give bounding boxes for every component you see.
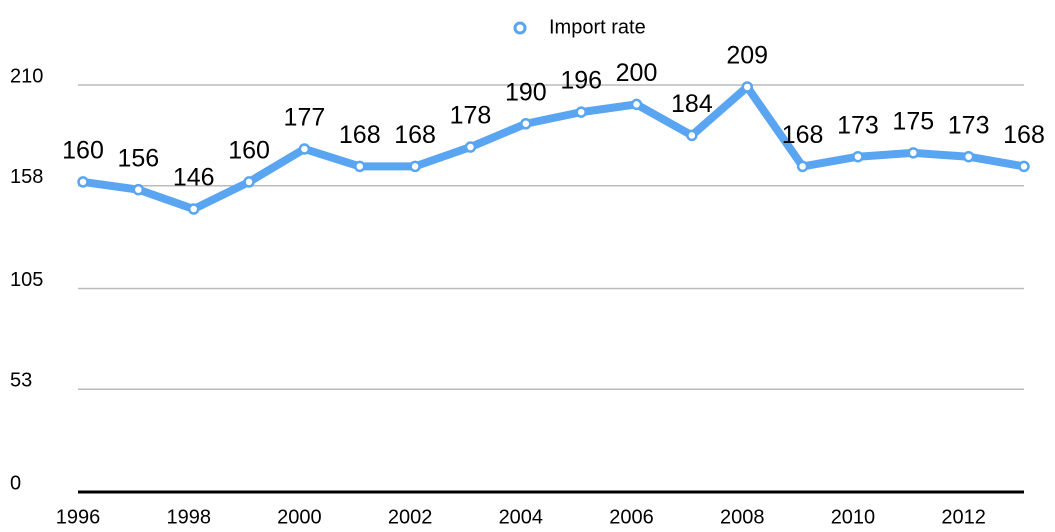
data-label: 146 — [173, 164, 215, 192]
x-tick-label: 2010 — [831, 506, 876, 528]
point — [132, 183, 145, 196]
data-label: 178 — [450, 102, 492, 130]
point — [187, 203, 200, 215]
x-tick-label: 2006 — [609, 506, 654, 528]
point — [464, 141, 477, 153]
point — [354, 160, 366, 173]
data-label: 168 — [782, 121, 824, 149]
point — [243, 176, 255, 188]
point — [852, 150, 864, 163]
y-tick-label: 210 — [10, 65, 43, 87]
data-label: 168 — [339, 121, 381, 149]
legend-label: Import rate — [549, 16, 646, 38]
data-label: 175 — [892, 107, 934, 135]
y-tick-label: 53 — [10, 370, 32, 392]
x-tick-label: 1996 — [56, 506, 101, 528]
y-tick-label: 0 — [10, 472, 21, 494]
x-tick-label: 2000 — [277, 506, 322, 528]
data-label: 177 — [284, 104, 326, 132]
data-label: 156 — [117, 144, 159, 172]
point — [630, 98, 643, 111]
data-label: 196 — [560, 67, 602, 95]
series-line — [82, 82, 1025, 214]
x-tick-label: 2002 — [388, 506, 433, 528]
y-tick-label: 158 — [10, 166, 43, 188]
legend-marker — [513, 21, 527, 35]
point — [575, 106, 587, 118]
point — [520, 118, 532, 130]
data-label: 184 — [671, 90, 713, 118]
x-tick-label: 2004 — [499, 506, 544, 528]
y-tick-label: 105 — [10, 269, 43, 291]
data-label: 168 — [394, 121, 436, 149]
data-label: 173 — [837, 111, 879, 139]
point — [907, 147, 920, 159]
point — [298, 143, 311, 155]
data-label: 160 — [62, 137, 104, 165]
data-label: 168 — [1003, 121, 1045, 149]
point — [1018, 160, 1030, 173]
data-label: 190 — [505, 78, 547, 106]
data-label: 209 — [726, 42, 768, 70]
data-label: 160 — [228, 137, 270, 165]
x-tick-label: 1998 — [166, 506, 211, 528]
point — [962, 150, 975, 163]
point — [409, 160, 421, 173]
point — [741, 81, 753, 93]
point — [77, 176, 89, 188]
data-label: 200 — [616, 59, 658, 87]
point — [686, 129, 698, 142]
point — [796, 160, 809, 173]
x-tick-label: 2012 — [941, 506, 986, 528]
data-label: 173 — [948, 111, 990, 139]
x-tick-label: 2008 — [720, 506, 765, 528]
